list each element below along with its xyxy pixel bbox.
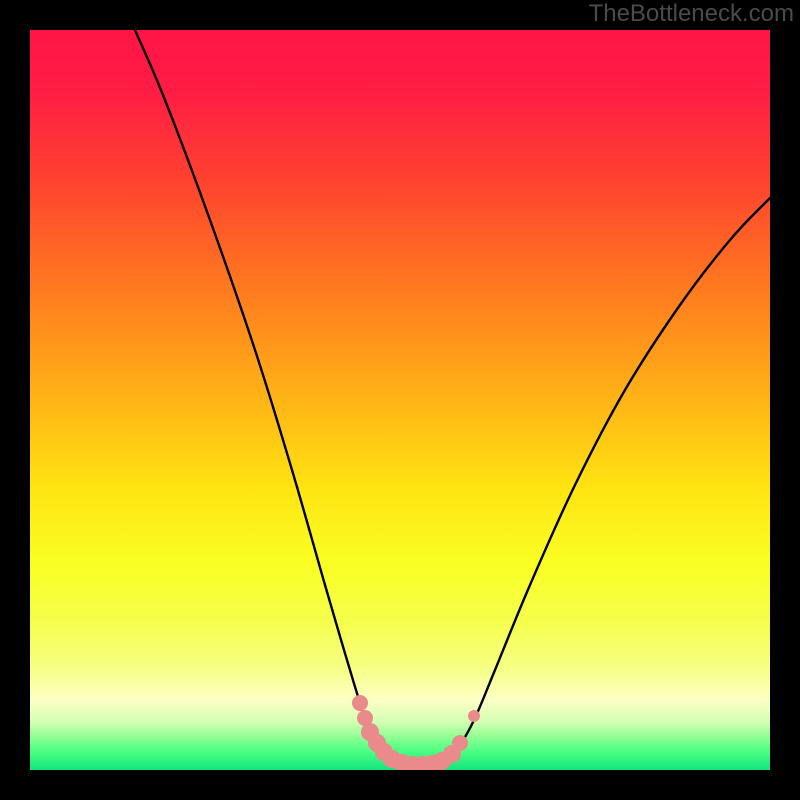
marker-dot [468,710,480,722]
watermark-text: TheBottleneck.com [589,0,794,28]
marker-dot [352,695,368,711]
marker-dot [452,735,468,751]
gradient-background [30,30,770,770]
plot-svg [30,30,770,770]
chart-frame: TheBottleneck.com [0,0,800,800]
plot-area [30,30,770,770]
